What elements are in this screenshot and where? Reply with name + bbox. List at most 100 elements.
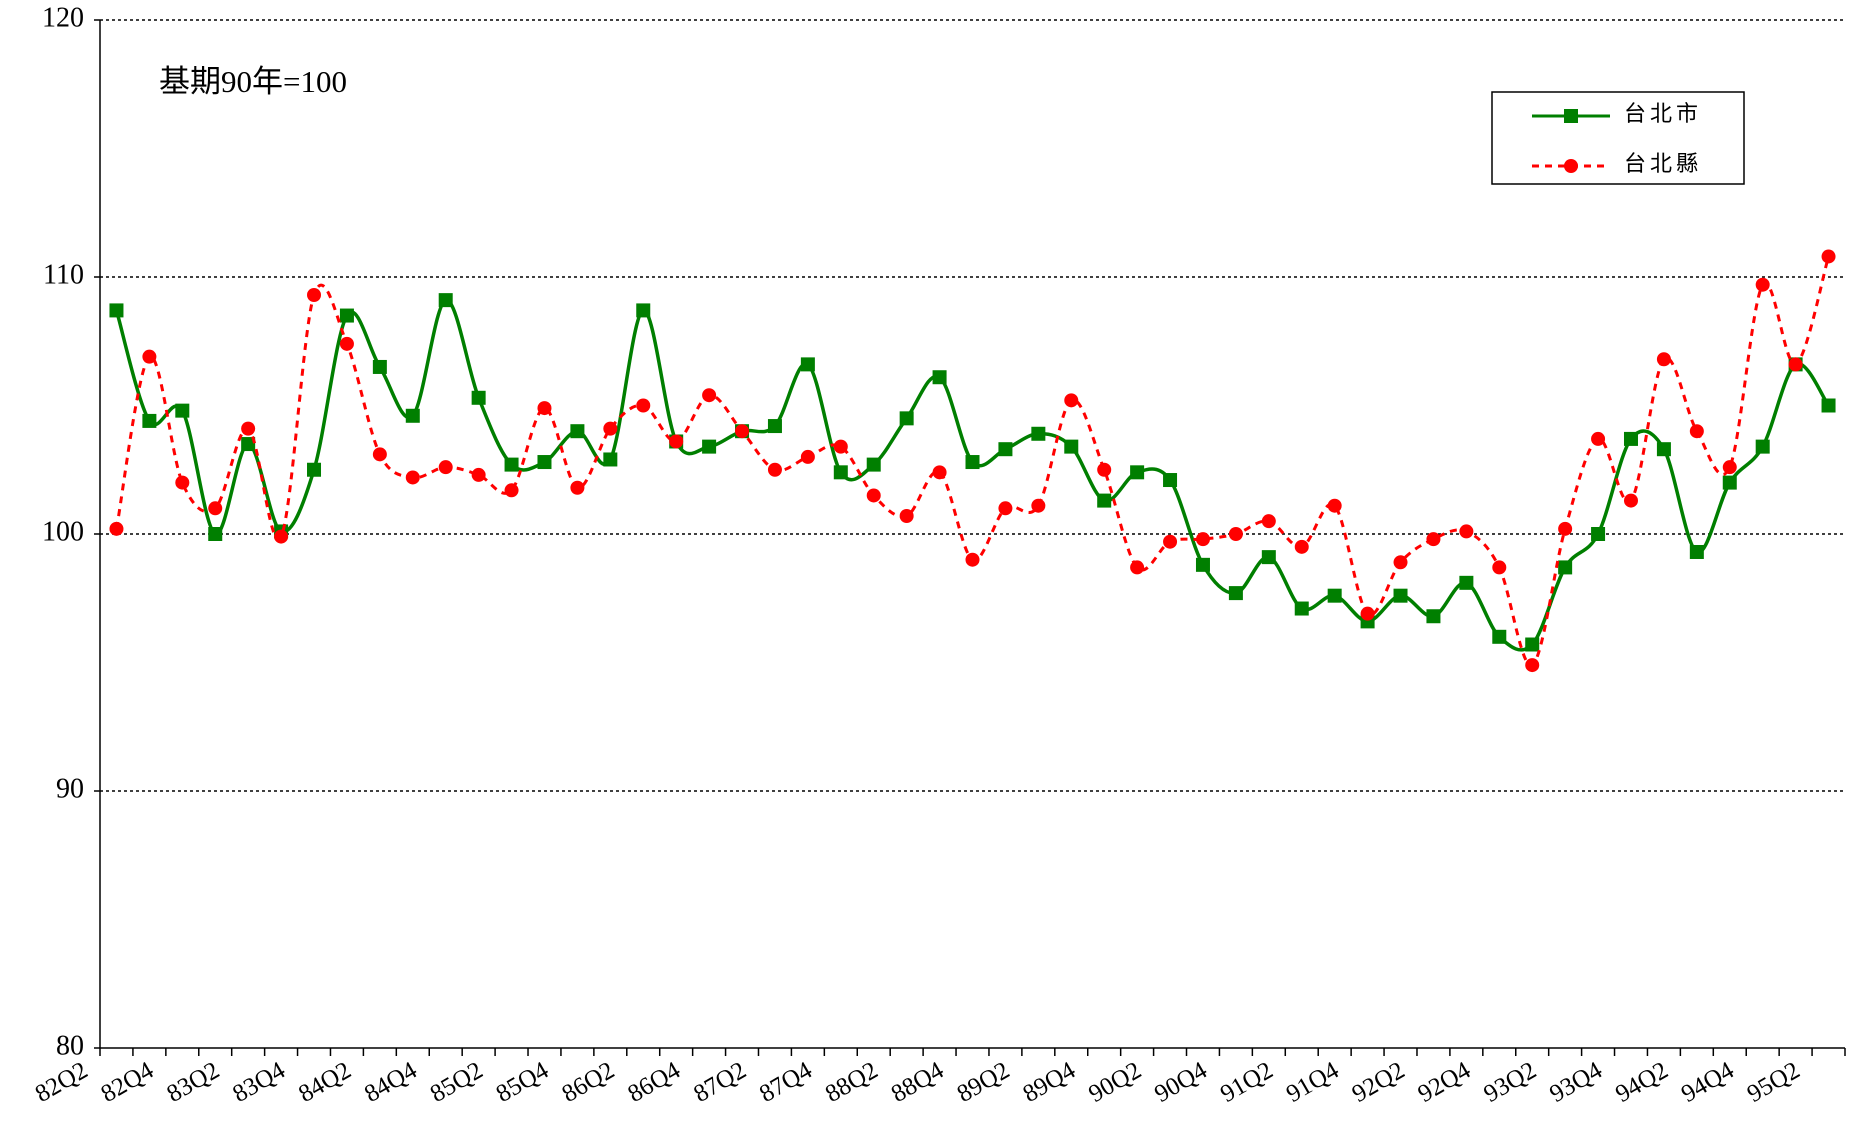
legend-label: 台北市 [1624,101,1702,126]
marker [1755,277,1770,292]
marker [669,434,684,449]
legend-box [1491,91,1745,185]
marker [1656,352,1671,367]
marker [1064,439,1079,454]
series-line [114,256,1830,667]
marker [504,457,519,472]
marker [1261,550,1276,565]
x-tick-label: 94Q4 [1677,1057,1739,1108]
marker [1656,442,1671,457]
marker [471,390,486,405]
marker [932,370,947,385]
marker [833,439,848,454]
x-tick-label: 87Q2 [689,1057,751,1108]
x-tick-label: 90Q2 [1084,1057,1146,1108]
marker [1228,527,1243,541]
marker [1163,473,1178,488]
y-tick-label: 80 [56,1030,84,1061]
marker [932,465,947,480]
marker [1525,637,1540,652]
marker [175,403,190,418]
marker [1327,498,1342,513]
marker [1492,560,1507,575]
marker [1064,393,1079,408]
marker [1163,534,1178,549]
series-line [114,298,1830,652]
annotation: 基期90年=100 [159,64,347,99]
marker [1130,560,1145,575]
marker [1722,460,1737,475]
marker [965,455,980,470]
marker [1097,493,1112,508]
marker [1393,588,1408,603]
marker [1294,539,1309,554]
marker [372,359,387,374]
x-tick-label: 83Q4 [228,1057,290,1108]
marker [1031,498,1046,513]
x-tick-label: 85Q2 [426,1057,488,1108]
marker [1459,524,1474,539]
x-tick-label: 86Q4 [623,1057,685,1108]
x-tick-label: 84Q2 [294,1057,356,1108]
marker [537,455,552,470]
x-tick-label: 93Q2 [1479,1057,1541,1108]
y-tick-label: 120 [42,2,84,33]
marker [800,449,815,464]
y-tick-label: 110 [43,259,84,290]
marker [603,452,618,467]
marker [438,460,453,475]
x-tick-label: 89Q2 [953,1057,1015,1108]
marker [1821,249,1836,264]
marker [339,308,354,323]
marker [1755,439,1770,454]
x-tick-label: 86Q2 [558,1057,620,1108]
marker [1195,557,1210,572]
legend-marker [1564,159,1578,173]
marker [1689,424,1704,439]
marker [339,336,354,351]
marker [735,424,750,439]
marker [570,480,585,495]
marker [603,421,618,436]
marker [1623,493,1638,508]
marker [636,398,651,413]
marker [142,349,157,364]
x-tick-label: 95Q2 [1743,1057,1805,1108]
marker [866,488,881,503]
x-tick-label: 82Q4 [97,1057,159,1108]
y-tick-label: 90 [56,773,84,804]
marker [1031,426,1046,441]
legend-label: 台北縣 [1624,151,1702,176]
legend-marker [1564,109,1578,123]
x-tick-label: 91Q4 [1282,1057,1344,1108]
marker [438,293,453,308]
marker [1097,462,1112,477]
marker [1722,475,1737,490]
marker [767,419,782,434]
x-tick-label: 83Q2 [162,1057,224,1108]
marker [307,462,322,477]
marker [175,475,190,490]
marker [405,408,420,423]
x-tick-label: 88Q4 [887,1057,949,1108]
marker [1195,532,1210,547]
marker [800,357,815,372]
marker [1393,555,1408,570]
marker [636,303,651,318]
marker [1360,606,1375,621]
marker [998,501,1013,516]
x-tick-label: 89Q4 [1018,1057,1080,1108]
marker [372,447,387,462]
marker [1492,629,1507,644]
marker [833,465,848,480]
x-tick-label: 91Q2 [1216,1057,1278,1108]
marker [1558,521,1573,536]
x-tick-label: 88Q2 [821,1057,883,1108]
x-tick-label: 87Q4 [755,1057,817,1108]
marker [1130,465,1145,480]
x-tick-label: 84Q4 [360,1057,422,1108]
x-tick-label: 92Q4 [1414,1057,1476,1108]
marker [965,552,980,567]
marker [1591,431,1606,446]
